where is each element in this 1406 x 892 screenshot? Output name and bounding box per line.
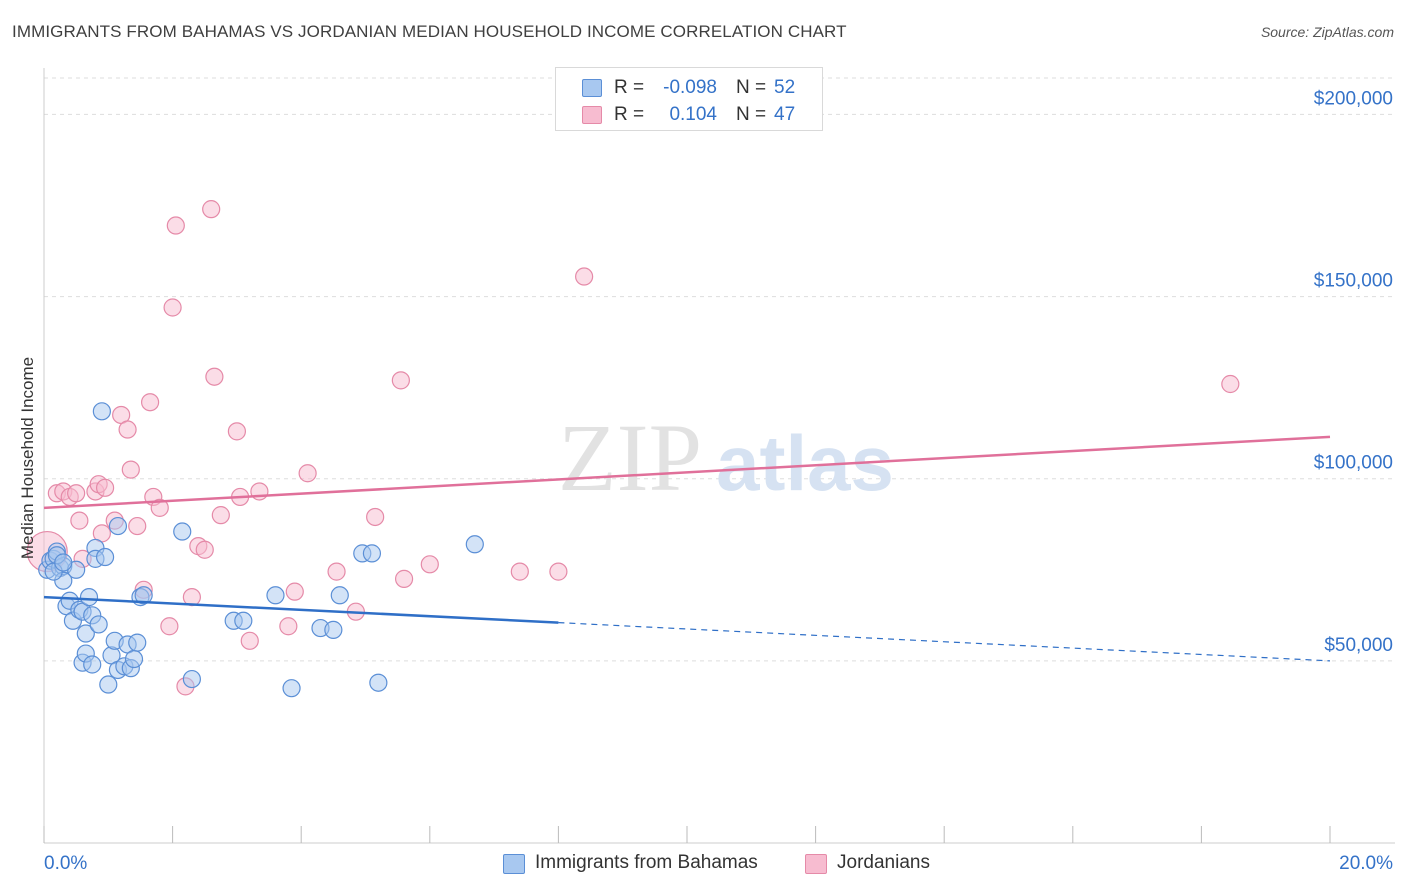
data-point-bahamas bbox=[76, 624, 95, 643]
data-point-bahamas bbox=[282, 679, 301, 698]
x-tick-label: 20.0% bbox=[1339, 853, 1393, 874]
data-point-jordanians bbox=[128, 516, 147, 536]
data-point-bahamas bbox=[54, 553, 73, 572]
tick-labels: $50,000 $100,000 $150,000 $200,000 0.0% 20.0% bbox=[44, 88, 1393, 874]
trend-line-bahamas-extension bbox=[558, 622, 1331, 662]
r-value: -0.098 bbox=[663, 77, 717, 98]
data-point-jordanians bbox=[366, 507, 385, 527]
data-point-jordanians bbox=[575, 267, 594, 286]
y-tick-label: $100,000 bbox=[1314, 453, 1393, 474]
data-point-bahamas bbox=[124, 649, 144, 669]
data-point-jordanians bbox=[549, 562, 568, 581]
data-point-jordanians bbox=[163, 298, 182, 317]
n-value: 47 bbox=[774, 104, 796, 125]
data-point-jordanians bbox=[211, 506, 230, 525]
stats-row-jordanians: R = 0.104 N = 47 bbox=[556, 101, 822, 127]
y-tick-label: $200,000 bbox=[1314, 88, 1393, 109]
data-point-jordanians bbox=[420, 555, 439, 574]
data-point-bahamas bbox=[83, 655, 102, 674]
data-point-bahamas bbox=[324, 620, 343, 639]
data-point-bahamas bbox=[134, 586, 153, 605]
watermark-zip: ZIP bbox=[558, 404, 702, 511]
data-point-bahamas bbox=[465, 535, 484, 554]
data-point-bahamas bbox=[89, 615, 108, 634]
axes bbox=[43, 68, 1395, 844]
data-point-jordanians bbox=[160, 617, 179, 636]
trend-line-bahamas bbox=[43, 595, 559, 624]
data-point-jordanians bbox=[394, 569, 414, 588]
data-point-bahamas bbox=[79, 588, 99, 607]
data-point-jordanians bbox=[510, 562, 529, 581]
swatch-jordanians bbox=[582, 106, 602, 124]
series-bahamas-points bbox=[38, 402, 484, 698]
data-point-bahamas bbox=[128, 633, 147, 652]
r-label: R = bbox=[614, 77, 645, 98]
n-value: 52 bbox=[774, 77, 796, 98]
data-point-jordanians bbox=[118, 420, 137, 439]
data-point-bahamas bbox=[92, 402, 111, 421]
data-point-jordanians bbox=[205, 367, 224, 386]
data-point-jordanians bbox=[279, 617, 298, 636]
n-label: N = bbox=[736, 104, 767, 125]
data-point-jordanians bbox=[298, 464, 317, 483]
data-point-bahamas bbox=[266, 586, 285, 605]
data-point-jordanians bbox=[67, 484, 86, 503]
legend-swatch-bahamas bbox=[503, 854, 525, 874]
watermark: ZIP atlas bbox=[558, 404, 894, 511]
data-point-jordanians bbox=[95, 478, 115, 497]
data-point-jordanians bbox=[391, 371, 410, 390]
stats-box: R = -0.098 N = 52 R = 0.104 N = 47 bbox=[555, 67, 823, 131]
data-point-jordanians bbox=[140, 393, 160, 412]
legend-label-jordanians: Jordanians bbox=[837, 852, 930, 873]
r-value: 0.104 bbox=[669, 104, 717, 125]
trend-line-jordanians bbox=[43, 435, 1331, 510]
x-tick-label: 0.0% bbox=[44, 853, 87, 874]
data-point-jordanians bbox=[195, 540, 214, 559]
data-point-bahamas bbox=[369, 673, 388, 692]
data-point-jordanians bbox=[150, 498, 169, 517]
legend: Immigrants from Bahamas Jordanians bbox=[0, 851, 1406, 879]
data-point-bahamas bbox=[234, 611, 253, 630]
grid-lines bbox=[44, 77, 1395, 662]
stats-row-bahamas: R = -0.098 N = 52 bbox=[556, 74, 822, 100]
data-point-jordanians bbox=[327, 562, 346, 581]
data-point-bahamas bbox=[173, 522, 192, 541]
data-point-bahamas bbox=[108, 516, 128, 536]
data-point-jordanians bbox=[285, 582, 304, 601]
data-point-jordanians bbox=[121, 460, 140, 479]
legend-swatch-jordanians bbox=[805, 854, 827, 874]
data-point-bahamas bbox=[362, 544, 382, 563]
legend-label-bahamas: Immigrants from Bahamas bbox=[535, 852, 758, 873]
source-label: Source: ZipAtlas.com bbox=[1260, 24, 1394, 40]
y-tick-label: $150,000 bbox=[1314, 271, 1393, 292]
data-point-bahamas bbox=[182, 669, 201, 689]
n-label: N = bbox=[736, 77, 767, 98]
swatch-bahamas bbox=[582, 79, 602, 97]
chart-title: IMMIGRANTS FROM BAHAMAS VS JORDANIAN MED… bbox=[12, 22, 847, 41]
data-point-bahamas bbox=[95, 547, 115, 567]
data-point-jordanians bbox=[70, 511, 89, 530]
r-label: R = bbox=[614, 104, 645, 125]
data-point-jordanians bbox=[227, 422, 246, 441]
data-point-jordanians bbox=[166, 216, 185, 235]
y-tick-label: $50,000 bbox=[1324, 635, 1393, 656]
trend-lines bbox=[43, 435, 1331, 662]
data-point-jordanians bbox=[1221, 374, 1240, 394]
data-point-bahamas bbox=[99, 675, 118, 694]
data-point-bahamas bbox=[330, 586, 349, 605]
data-point-jordanians bbox=[202, 200, 221, 219]
data-point-jordanians bbox=[240, 631, 259, 650]
y-axis-label: Median Household Income bbox=[18, 356, 37, 560]
